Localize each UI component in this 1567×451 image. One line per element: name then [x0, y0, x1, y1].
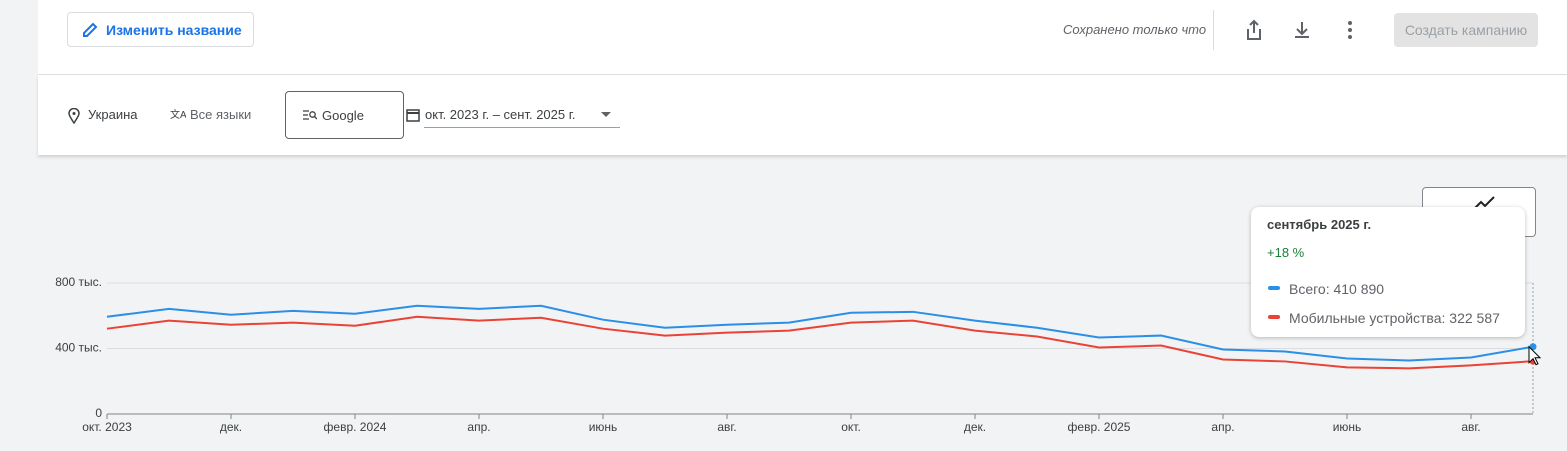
network-label: Google	[322, 108, 364, 123]
tooltip: сентябрь 2025 г. +18 % Всего: 410 890 Мо…	[1251, 207, 1525, 337]
x-tick-label: июнь	[589, 420, 618, 434]
chart-icon	[1473, 196, 1495, 210]
rename-label: Изменить название	[106, 21, 242, 38]
tooltip-swatch	[1268, 286, 1280, 290]
x-tick-label: дек.	[964, 420, 986, 434]
x-tick-label: авг.	[717, 420, 736, 434]
location-icon	[68, 108, 80, 124]
rename-button[interactable]: Изменить название	[67, 12, 254, 47]
x-tick-label: февр. 2025	[1068, 420, 1131, 434]
filter-bar: Украина 文A Все языки Google окт. 2023 г.…	[38, 75, 1567, 155]
tooltip-item: Всего: 410 890	[1289, 281, 1385, 297]
svg-text:文A: 文A	[170, 108, 186, 121]
language-filter[interactable]: Все языки	[190, 107, 252, 122]
create-campaign-button[interactable]: Создать кампанию	[1394, 13, 1538, 47]
tooltip-swatch	[1268, 315, 1280, 319]
series-line	[106, 304, 1534, 362]
separator	[1213, 10, 1214, 50]
date-underline	[424, 127, 620, 128]
share-icon[interactable]	[1244, 19, 1264, 41]
tooltip-item: Мобильные устройства: 322 587	[1289, 310, 1500, 326]
x-tick-label: апр.	[467, 420, 490, 434]
header: Изменить название Сохранено только что С…	[38, 0, 1567, 75]
x-tick-label: апр.	[1211, 420, 1234, 434]
tooltip-title: сентябрь 2025 г.	[1267, 217, 1372, 232]
x-tick-label: июнь	[1333, 420, 1362, 434]
series-line	[106, 315, 1534, 370]
more-icon[interactable]	[1344, 20, 1356, 40]
tooltip-change: +18 %	[1267, 245, 1305, 260]
dropdown-arrow	[601, 112, 611, 117]
y-tick-label: 400 тыс.	[55, 341, 102, 355]
network-icon	[303, 110, 317, 120]
x-tick-label: окт. 2023	[82, 420, 132, 434]
x-tick-label: дек.	[220, 420, 242, 434]
cursor	[1528, 345, 1542, 366]
x-tick-label: февр. 2024	[324, 420, 387, 434]
calendar-icon	[406, 109, 420, 122]
y-tick-label: 0	[95, 406, 102, 420]
location-filter[interactable]: Украина	[88, 107, 138, 122]
language-icon: 文A	[170, 108, 186, 121]
y-tick-label: 800 тыс.	[55, 275, 102, 289]
pencil-icon	[83, 22, 98, 37]
x-tick-label: авг.	[1461, 420, 1480, 434]
download-icon[interactable]	[1292, 20, 1312, 40]
date-range-filter[interactable]: окт. 2023 г. – сент. 2025 г.	[425, 107, 576, 122]
network-filter[interactable]: Google	[285, 91, 404, 139]
save-status: Сохранено только что	[1063, 22, 1207, 37]
x-tick-label: окт.	[841, 420, 861, 434]
